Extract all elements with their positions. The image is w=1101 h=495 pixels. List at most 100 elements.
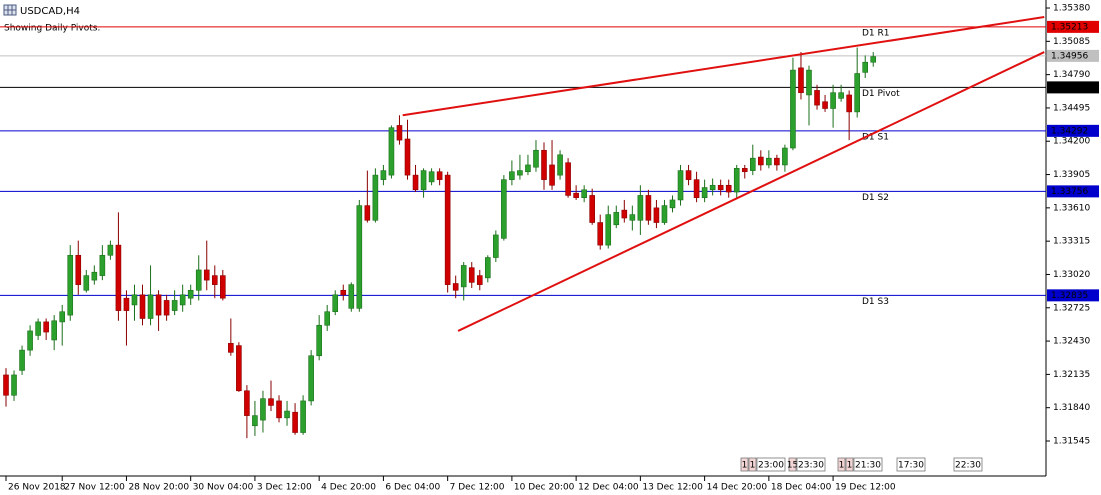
x-tick-label: 4 Dec 20:00 [321,483,376,493]
candle-body [468,267,475,283]
candle-body [725,184,732,193]
candle-body [147,294,154,319]
candle-body [798,67,804,93]
pivot-price-box [1047,49,1099,62]
candle-body [107,244,114,256]
candle-body [276,400,282,419]
candle-body [115,244,122,311]
x-tick-label: 3 Dec 12:00 [257,483,312,493]
candle-body [91,271,98,281]
time-box-label: 1 [847,461,853,471]
x-tick-label: 19 Dec 12:00 [835,483,896,493]
candle-body [372,174,379,221]
time-box-label: 17:30 [898,461,924,471]
time-box [845,457,854,472]
time-box [740,457,749,472]
candle-body [501,179,507,239]
candle-body [758,156,764,166]
y-tick-label: 1.35085 [1053,37,1090,47]
y-tick-label: 1.34200 [1053,137,1090,147]
candle-body [862,61,869,73]
candle-body [356,205,363,309]
candle-body [846,94,852,113]
candle-body [163,300,170,316]
candle-body [348,284,355,309]
candle-body [203,269,210,281]
candle-body [364,205,371,221]
candle-body [380,170,387,180]
candle-body [509,171,515,180]
candle-body [749,157,756,171]
trend-line [402,16,1045,117]
pivot-price-label: 1.33756 [1051,187,1088,197]
candle-body [75,254,82,285]
candle-body [284,410,290,419]
candle-body [308,355,314,402]
pivot-price-box [1047,185,1099,198]
candle-body [11,374,17,396]
y-tick-label: 1.31545 [1053,437,1090,447]
x-tick-label: 14 Dec 20:00 [707,483,768,493]
y-tick-label: 1.33610 [1053,203,1090,213]
x-tick-label: 6 Dec 04:00 [385,483,440,493]
y-tick-label: 1.34790 [1053,70,1090,80]
candle-body [790,69,796,149]
candle-body [605,214,612,246]
candle-body [565,162,571,196]
candle-body [549,164,555,186]
x-tick-label: 27 Nov 12:00 [64,483,125,493]
x-tick-label: 28 Nov 20:00 [128,483,189,493]
chart-title: USDCAD,H4 [20,6,80,17]
time-box [896,457,926,472]
pivot-price-label: 1.35213 [1051,22,1088,32]
candle-body [404,138,411,176]
time-box [748,457,757,472]
time-box [796,457,826,472]
candle-body [43,321,49,333]
candle-body [870,56,877,63]
candle-body [3,374,9,396]
candle-body [27,330,33,351]
candle-body [733,168,740,193]
candle-body [436,171,443,180]
candle-body [428,171,435,183]
candle-body [637,195,644,221]
candle-body [340,289,347,296]
symbol-icon [3,4,17,16]
candle-body [774,157,780,166]
candle-body [645,195,652,221]
time-box-label: 23:30 [798,461,824,471]
candle-body [316,324,322,357]
pivot-price-box [1047,20,1099,33]
pivot-price-box [1047,124,1099,137]
candle-body [388,127,395,176]
candle-body [179,294,186,306]
y-tick-label: 1.35380 [1053,4,1090,14]
candle-body [541,149,547,180]
candle-body [67,254,74,316]
candle-body [621,209,628,219]
candle-body [822,101,828,109]
pivot-name: D1 S3 [862,297,889,307]
candle-body [701,187,708,198]
candle-body [493,234,499,258]
candle-body [155,294,162,316]
x-tick-label: 18 Dec 04:00 [771,483,832,493]
time-box-label: 1 [742,461,748,471]
pivot-name: D1 S1 [862,132,889,142]
candle-body [131,294,138,306]
candle-body [533,149,539,168]
y-tick-label: 1.32135 [1053,370,1090,380]
candle-body [830,92,836,109]
candle-body [573,192,579,198]
candle-body [220,275,226,299]
time-box [853,457,883,472]
x-tick-label: 12 Dec 04:00 [578,483,639,493]
time-box [837,457,846,472]
y-tick-label: 1.33905 [1053,170,1090,180]
candle-body [35,321,41,336]
candle-body [589,195,595,223]
time-box-label: 1 [839,461,845,471]
